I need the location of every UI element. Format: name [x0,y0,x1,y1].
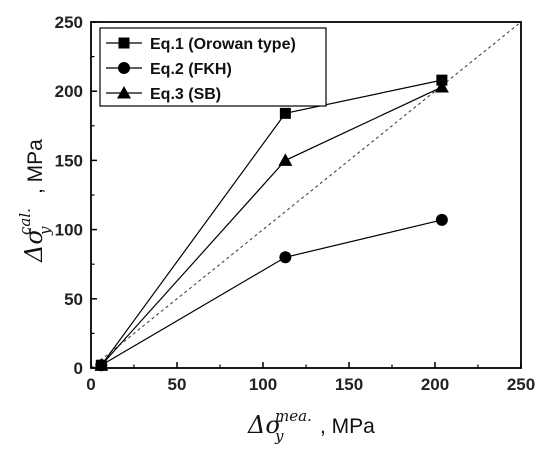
series-3-point [434,80,449,93]
legend-label-3: Eq.3 (SB) [150,86,221,103]
legend-marker-2 [118,62,130,74]
series-2-point [435,213,448,226]
legend-items: Eq.1 (Orowan type) Eq.2 (FKH) Eq.3 (SB) [106,36,296,103]
x-tick-label: 50 [168,375,187,394]
legend-marker-3 [117,86,131,99]
y-axis-title: Δσ y cal. , MPa [16,139,54,263]
series-1-point [279,107,291,119]
legend-label-1: Eq.1 (Orowan type) [150,36,296,53]
x-tick-label: 0 [86,375,95,394]
x-tick-label: 150 [335,375,363,394]
y-tick-label: 50 [64,290,83,309]
x-tick-label: 250 [507,375,535,394]
x-axis-unit: , MPa [320,415,375,438]
series-3-point [278,153,293,166]
y-tick-label: 250 [55,13,83,32]
reference-line [90,21,522,369]
legend-marker-1 [118,37,130,49]
x-tick-label: 100 [249,375,277,394]
y-axis-unit: , MPa [24,139,47,194]
y-axis-superscript: cal. [16,208,34,235]
x-axis-symbol: Δσ [247,411,282,439]
y-axis-subscript: y [36,226,54,236]
series-line-1 [100,79,443,366]
series-line-3 [100,86,443,366]
y-tick-label: 150 [55,151,83,170]
legend: Eq.1 (Orowan type) Eq.2 (FKH) Eq.3 (SB) [99,27,327,107]
series-2-point [279,251,292,264]
x-axis-title: Δσ y mea. , MPa [247,407,375,445]
series-line-2 [101,219,443,366]
y-tick-label: 100 [55,221,83,240]
series-3-point [94,358,109,371]
x-axis-subscript: y [274,427,284,445]
series-layer [94,74,449,372]
ticks-layer: 0 50 100 150 200 250 0 50 100 150 200 250 [55,13,536,394]
legend-label-2: Eq.2 (FKH) [150,61,232,78]
y-tick-label: 0 [74,359,83,378]
y-axis-symbol: Δσ [20,228,48,263]
x-axis-superscript: mea. [275,407,312,425]
y-tick-label: 200 [55,82,83,101]
x-tick-label: 200 [421,375,449,394]
